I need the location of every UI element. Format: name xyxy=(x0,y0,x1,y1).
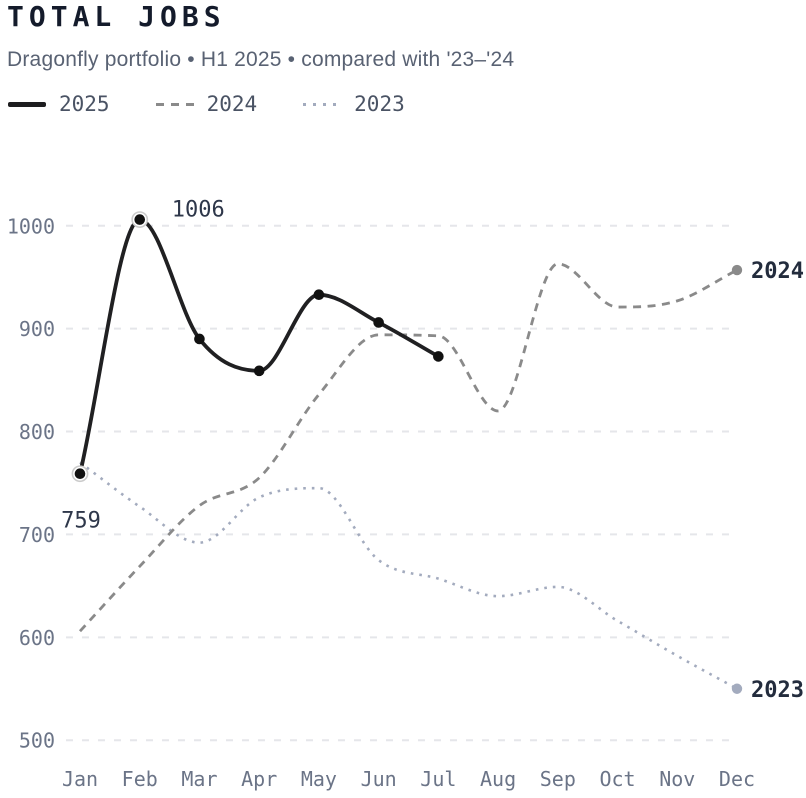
legend-label: 2025 xyxy=(59,92,110,116)
x-tick-label: Jul xyxy=(420,767,456,791)
x-tick-label: Nov xyxy=(659,767,695,791)
legend: 2025 2024 2023 xyxy=(8,92,405,116)
x-tick-label: Dec xyxy=(719,767,755,791)
x-tick-label: Oct xyxy=(599,767,635,791)
chart-subtitle: Dragonfly portfolio • H1 2025 • compared… xyxy=(7,48,515,71)
series-line-2023 xyxy=(79,461,738,690)
x-tick-label: Apr xyxy=(241,767,277,791)
data-point-2025-Feb xyxy=(134,214,146,225)
data-point-2025-Jun xyxy=(373,317,384,328)
data-point-2025-Mar xyxy=(194,333,205,345)
data-point-2025-Jul xyxy=(433,351,444,362)
x-tick-label: Jan xyxy=(62,767,98,791)
y-tick-label: 900 xyxy=(19,317,55,341)
y-tick-label: 800 xyxy=(19,420,55,444)
data-point-2025-Jan xyxy=(74,468,86,480)
y-tick-label: 500 xyxy=(19,729,55,753)
series-line-2024 xyxy=(78,262,738,633)
value-label-1006: 1006 xyxy=(172,198,225,223)
data-point-2025-Apr xyxy=(253,365,265,377)
y-tick-label: 600 xyxy=(19,626,55,650)
end-point-2023 xyxy=(731,683,743,694)
legend-swatch-solid-line xyxy=(8,101,46,107)
legend-swatch-dotted-line xyxy=(303,102,342,106)
x-tick-label: May xyxy=(301,767,337,791)
value-label-759: 759 xyxy=(61,509,101,534)
x-tick-label: Sep xyxy=(540,767,576,791)
legend-item-2025[interactable]: 2025 xyxy=(8,92,110,116)
y-tick-label: 700 xyxy=(19,523,55,547)
legend-label: 2023 xyxy=(354,92,405,116)
data-point-2025-May xyxy=(313,289,325,301)
x-tick-label: Jun xyxy=(361,767,397,791)
legend-label: 2024 xyxy=(206,92,258,116)
series-end-label-2024: 2024 xyxy=(751,259,804,284)
series-line-2025 xyxy=(78,217,441,476)
series-end-label-2023: 2023 xyxy=(751,678,804,703)
x-tick-label: Aug xyxy=(480,767,516,791)
legend-swatch-dashed-line xyxy=(155,102,194,106)
x-tick-label: Mar xyxy=(181,767,217,791)
legend-item-2023[interactable]: 2023 xyxy=(303,92,405,116)
y-tick-label: 1000 xyxy=(7,214,55,238)
end-point-2024 xyxy=(731,264,743,276)
chart-title: TOTAL JOBS xyxy=(7,0,226,33)
legend-item-2024[interactable]: 2024 xyxy=(155,92,258,116)
x-tick-label: Feb xyxy=(122,767,158,791)
